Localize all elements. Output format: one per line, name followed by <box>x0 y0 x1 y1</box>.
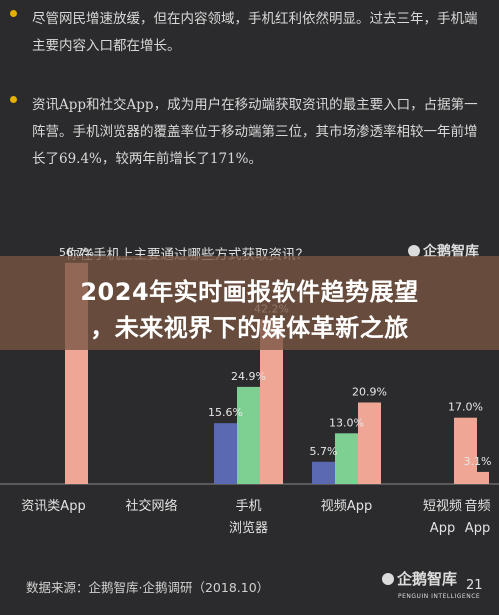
bar-2-1 <box>237 386 260 484</box>
brand-name-bottom: 企鹅智库 <box>397 570 458 588</box>
value-label-4-2: 17.0% <box>448 401 483 414</box>
data-source-note: 数据来源：企鹅智库·企鹅调研（2018.10） <box>26 580 270 595</box>
category-label-5-0: 音频 <box>464 498 490 514</box>
category-label-4-0: 短视频 <box>423 499 462 514</box>
category-label-2-1: 浏览器 <box>229 520 268 536</box>
bullet-paragraph-1: 尽管网民增速放缓，但在内容领域，手机红利依然明显。过去三年，手机端主要内容入口都… <box>10 6 480 60</box>
category-label-4-1: App <box>430 521 455 536</box>
bullet-text-2: 资讯App和社交App，成为用户在移动端获取资讯的最主要入口，占据第一阵营。手机… <box>32 97 478 167</box>
category-label-2-0: 手机 <box>235 499 261 514</box>
category-label-1: 社交网络 <box>125 498 177 514</box>
value-label-2-0: 15.6% <box>208 406 243 419</box>
bar-2-0 <box>214 423 237 484</box>
headline-line-1: 2024年实时画报软件趋势展望 <box>80 278 419 306</box>
bar-5-2 <box>466 471 489 484</box>
bullet-paragraph-2: 资讯App和社交App，成为用户在移动端获取资讯的最主要入口，占据第一阵营。手机… <box>10 92 480 173</box>
category-label-0: 资讯类App <box>21 499 85 514</box>
category-label-5-1: App <box>465 521 490 536</box>
value-label-3-1: 13.0% <box>329 416 364 429</box>
bar-2-2 <box>260 319 283 484</box>
headline-banner: 2024年实时画报软件趋势展望 ，未来视界下的媒体革新之旅 <box>0 256 499 350</box>
value-label-2-1: 24.9% <box>231 370 266 383</box>
bullet-dot-icon <box>10 96 17 103</box>
headline-line-2: ，未来视界下的媒体革新之旅 <box>90 314 409 342</box>
penguin-logo-icon <box>408 245 420 257</box>
bar-3-0 <box>312 461 335 484</box>
value-label-5-2: 3.1% <box>464 455 492 468</box>
brand-subtitle: PENGUIN INTELLIGENCE <box>398 593 481 600</box>
value-label-3-2: 20.9% <box>352 385 387 398</box>
page-number: 21 <box>466 578 483 593</box>
bullet-dot-icon <box>10 10 17 17</box>
bars-group <box>65 262 489 484</box>
bar-3-2 <box>358 402 381 484</box>
brand-logo-bottom: 企鹅智库 PENGUIN INTELLIGENCE <box>382 572 480 604</box>
value-label-3-0: 5.7% <box>310 445 338 458</box>
penguin-logo-icon <box>382 573 394 585</box>
value-label-0-2: 56.7% <box>59 246 94 259</box>
bar-4-2 <box>454 417 477 484</box>
bar-3-1 <box>335 433 358 484</box>
bullet-text-1: 尽管网民增速放缓，但在内容领域，手机红利依然明显。过去三年，手机端主要内容入口都… <box>32 11 478 54</box>
category-label-3: 视频App <box>321 499 372 514</box>
